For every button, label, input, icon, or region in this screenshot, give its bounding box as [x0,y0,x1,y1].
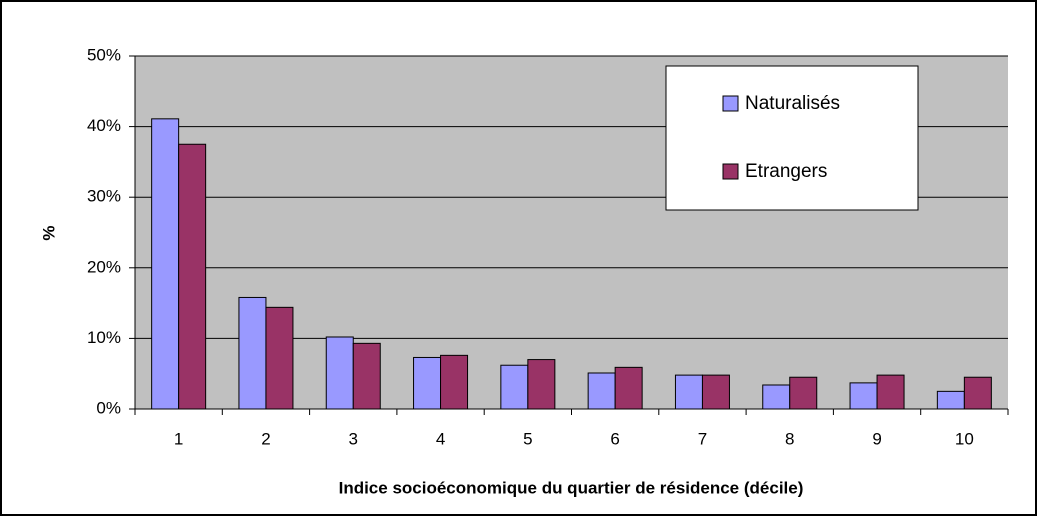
legend-box [665,65,919,211]
x-tick-label: 5 [523,429,532,448]
legend-swatch [722,163,739,180]
bar [352,342,381,410]
bar [674,374,703,410]
bar [789,376,818,410]
bar [587,372,616,410]
bar [963,376,992,410]
bar [265,306,294,410]
y-tick-label: 40% [87,116,121,135]
x-tick-label: 8 [785,429,794,448]
legend-label: Naturalisés [745,93,840,114]
legend-label: Etrangers [745,161,827,182]
bar [413,356,442,410]
bar [614,366,643,410]
bar [936,390,965,410]
bar [151,118,180,410]
y-axis-label: % [39,225,58,240]
bar [876,374,905,410]
bar [701,374,730,410]
y-tick-label: 10% [87,328,121,347]
x-tick-label: 6 [610,429,619,448]
x-tick-label: 9 [872,429,881,448]
y-tick-label: 50% [87,45,121,64]
bar [500,364,529,410]
x-axis-label: Indice socioéconomique du quartier de ré… [339,478,804,497]
bar [238,296,267,410]
x-tick-label: 10 [955,429,974,448]
bar [178,143,207,410]
bar [527,359,556,410]
x-tick-label: 3 [349,429,358,448]
legend-swatch [722,95,739,112]
y-tick-label: 30% [87,187,121,206]
x-tick-label: 4 [436,429,445,448]
bar [849,382,878,410]
bar [325,336,354,410]
x-tick-label: 2 [261,429,270,448]
x-tick-label: 1 [174,429,183,448]
y-tick-label: 20% [87,257,121,276]
bar [762,384,791,410]
y-tick-label: 0% [96,398,121,417]
x-tick-label: 7 [698,429,707,448]
bar [440,354,469,410]
